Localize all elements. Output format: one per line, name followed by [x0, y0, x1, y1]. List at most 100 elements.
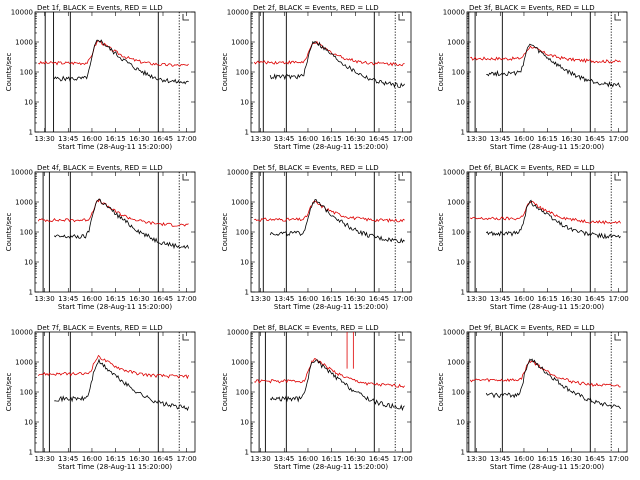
y-tick-label: 10: [24, 259, 33, 267]
y-tick-label: 100: [20, 389, 33, 397]
legend-marker: [182, 14, 189, 21]
y-tick-label: 100: [236, 229, 249, 237]
y-tick-label: 1: [245, 449, 249, 457]
events-series-line: [53, 198, 189, 250]
x-tick-label: 13:30: [35, 135, 55, 143]
legend-marker: [614, 174, 621, 181]
lld-series-line: [254, 200, 405, 223]
events-series-line: [53, 39, 189, 85]
x-tick-label: 16:00: [514, 135, 534, 143]
y-axis-label: Counts/sec: [221, 53, 229, 92]
panel-title: Det 6f, BLACK = Events, RED = LLD: [469, 164, 595, 172]
y-tick-label: 10000: [11, 9, 33, 17]
y-tick-label: 1000: [447, 199, 465, 207]
x-tick-label: 16:30: [129, 455, 149, 463]
plot-frame: [34, 11, 196, 133]
x-tick-label: 13:45: [58, 295, 78, 303]
x-tick-label: 16:30: [561, 295, 581, 303]
y-tick-label: 1000: [447, 39, 465, 47]
events-series-line: [54, 358, 189, 412]
x-tick-label: 16:15: [538, 135, 558, 143]
panel-9: Det 9f, BLACK = Events, RED = LLD 1 10 100 1…: [437, 324, 629, 471]
y-tick-label: 1: [461, 449, 465, 457]
x-tick-label: 13:45: [490, 295, 510, 303]
x-tick-label: 16:45: [153, 295, 173, 303]
legend-marker: [398, 174, 405, 181]
y-tick-label: 1000: [231, 199, 249, 207]
plot-frame: [250, 331, 412, 453]
y-tick-label: 100: [236, 389, 249, 397]
y-tick-label: 10000: [227, 9, 249, 17]
plot-frame: [250, 11, 412, 133]
plot-frame: [34, 331, 196, 453]
x-tick-label: 16:00: [298, 295, 318, 303]
legend-marker: [182, 334, 189, 341]
y-tick-label: 100: [452, 229, 465, 237]
x-axis-label: Start Time (28-Aug-11 15:20:00): [58, 463, 172, 471]
lld-series-line: [37, 354, 189, 380]
legend-marker: [614, 334, 621, 341]
x-tick-label: 17:00: [177, 295, 197, 303]
y-tick-label: 10: [240, 259, 249, 267]
x-tick-label: 13:30: [467, 455, 487, 463]
x-tick-label: 16:45: [369, 135, 389, 143]
x-tick-label: 13:45: [58, 455, 78, 463]
panel-1: Det 1f, BLACK = Events, RED = LLD 1 10 100 1…: [5, 4, 197, 151]
y-axis-label: Counts/sec: [221, 213, 229, 252]
x-tick-label: 13:30: [251, 135, 271, 143]
y-axis-label: Counts/sec: [5, 373, 13, 412]
y-tick-label: 1000: [447, 359, 465, 367]
x-tick-label: 13:30: [467, 135, 487, 143]
y-tick-label: 1000: [231, 359, 249, 367]
panel-3: Det 3f, BLACK = Events, RED = LLD 1 10 100 1…: [437, 4, 629, 151]
legend-marker: [614, 14, 621, 21]
x-tick-label: 17:00: [393, 455, 413, 463]
x-tick-label: 16:45: [585, 455, 605, 463]
x-tick-label: 13:45: [274, 135, 294, 143]
y-tick-label: 10000: [227, 329, 249, 337]
x-tick-label: 13:45: [274, 455, 294, 463]
legend-marker: [398, 334, 405, 341]
lld-series-line: [469, 200, 621, 225]
events-series-line: [486, 43, 621, 88]
y-tick-label: 100: [452, 389, 465, 397]
plot-frame: [466, 331, 628, 453]
y-tick-label: 1: [245, 129, 249, 137]
lld-series-line: [470, 45, 621, 64]
y-tick-label: 1000: [231, 39, 249, 47]
x-tick-label: 17:00: [609, 455, 629, 463]
panel-title: Det 2f, BLACK = Events, RED = LLD: [253, 4, 379, 12]
panel-2: Det 2f, BLACK = Events, RED = LLD 1 10 100 1…: [221, 4, 413, 151]
panel-title: Det 1f, BLACK = Events, RED = LLD: [37, 4, 163, 12]
y-axis-label: Counts/sec: [5, 213, 13, 252]
y-tick-label: 100: [452, 69, 465, 77]
x-tick-label: 13:45: [274, 295, 294, 303]
x-tick-label: 16:45: [153, 135, 173, 143]
x-tick-label: 17:00: [609, 135, 629, 143]
panel-8: Det 8f, BLACK = Events, RED = LLD 1 10 100 1…: [221, 324, 413, 471]
events-series-line: [269, 199, 405, 244]
y-axis-label: Counts/sec: [437, 373, 445, 412]
x-tick-label: 16:45: [153, 455, 173, 463]
x-tick-label: 16:00: [514, 455, 534, 463]
x-axis-label: Start Time (28-Aug-11 15:20:00): [58, 143, 172, 151]
lld-series-line: [37, 198, 189, 227]
x-tick-label: 13:30: [251, 295, 271, 303]
x-tick-label: 17:00: [393, 295, 413, 303]
x-tick-label: 16:30: [561, 135, 581, 143]
plot-frame: [466, 171, 628, 293]
y-tick-label: 1: [29, 289, 33, 297]
y-tick-label: 10: [24, 99, 33, 107]
x-tick-label: 13:30: [35, 455, 55, 463]
panel-title: Det 4f, BLACK = Events, RED = LLD: [37, 164, 163, 172]
events-series-line: [485, 199, 621, 240]
panel-7: Det 7f, BLACK = Events, RED = LLD 1 10 100 1…: [5, 324, 197, 471]
events-series-line: [269, 359, 405, 412]
y-tick-label: 1: [29, 449, 33, 457]
y-tick-label: 10000: [443, 329, 465, 337]
panel-title: Det 7f, BLACK = Events, RED = LLD: [37, 324, 163, 332]
x-tick-label: 16:00: [298, 455, 318, 463]
panel-4: Det 4f, BLACK = Events, RED = LLD 1 10 100 1…: [5, 164, 197, 311]
x-tick-label: 13:30: [467, 295, 487, 303]
lld-series-line: [38, 40, 189, 67]
